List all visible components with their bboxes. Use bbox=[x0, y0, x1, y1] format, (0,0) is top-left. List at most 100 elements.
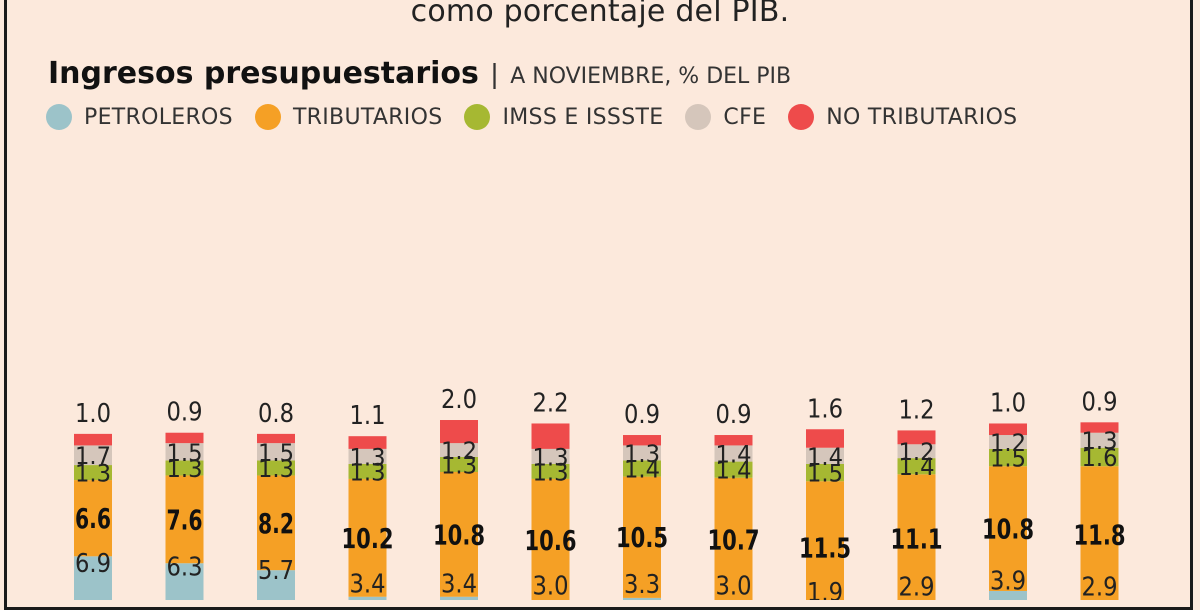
data-label-petroleros: 3.3 bbox=[624, 570, 660, 600]
bar-segment-petroleros bbox=[165, 563, 204, 600]
data-label-imss-issste: 1.3 bbox=[258, 455, 294, 483]
bar-segment-imss-issste bbox=[348, 463, 387, 479]
data-label-imss-issste: 1.4 bbox=[716, 457, 752, 485]
data-label-cfe: 1.5 bbox=[258, 439, 294, 467]
data-label-tributarios: 7.6 bbox=[167, 503, 203, 536]
bar-stack bbox=[257, 433, 295, 600]
data-label-no-tributarios: 0.8 bbox=[258, 399, 294, 429]
bar-segment-imss-issste bbox=[257, 460, 295, 476]
data-label-cfe: 1.3 bbox=[350, 443, 386, 471]
data-label-petroleros: 1.9 bbox=[807, 578, 843, 600]
bar-segment-tributarios bbox=[257, 475, 295, 571]
chart-subtitle: como porcentaje del PIB. bbox=[410, 0, 790, 29]
data-label-cfe: 1.3 bbox=[1082, 427, 1118, 455]
bar-stack bbox=[348, 436, 387, 600]
bar-segment-tributarios bbox=[989, 466, 1027, 591]
data-label-cfe: 1.7 bbox=[75, 442, 111, 470]
data-label-cfe: 1.2 bbox=[990, 429, 1026, 457]
data-label-imss-issste: 1.3 bbox=[167, 455, 203, 483]
data-label-petroleros: 3.4 bbox=[350, 569, 386, 599]
data-label-petroleros: 3.0 bbox=[716, 572, 752, 600]
bar-stack bbox=[74, 433, 112, 600]
bar-stack bbox=[440, 420, 478, 600]
legend-swatch-cfe bbox=[685, 104, 712, 130]
bar-segment-no-tributarios bbox=[74, 433, 112, 446]
legend-item-petroleros: PETROLEROS bbox=[46, 104, 233, 130]
bar-segment-cfe bbox=[806, 447, 844, 464]
bar-stack bbox=[897, 430, 936, 600]
data-label-tributarios: 11.5 bbox=[799, 532, 851, 565]
legend-swatch-no-tributarios bbox=[788, 104, 815, 130]
bar-segment-cfe bbox=[714, 445, 753, 462]
data-label-imss-issste: 1.4 bbox=[899, 453, 935, 481]
bar-segment-imss-issste bbox=[806, 463, 844, 482]
chart-title: Ingresos presupuestarios bbox=[48, 56, 479, 91]
legend-item-imss-issste: IMSS E ISSSTE bbox=[464, 104, 663, 130]
data-label-tributarios: 6.6 bbox=[75, 502, 111, 535]
data-label-cfe: 1.4 bbox=[807, 443, 843, 471]
legend-item-tributarios: TRIBUTARIOS bbox=[254, 104, 443, 130]
data-label-petroleros: 6.3 bbox=[167, 553, 203, 583]
data-label-no-tributarios: 1.0 bbox=[990, 388, 1026, 418]
bar-stack bbox=[165, 432, 204, 600]
data-label-cfe: 1.3 bbox=[533, 443, 569, 471]
data-label-tributarios: 11.8 bbox=[1074, 518, 1126, 551]
bar-segment-petroleros bbox=[989, 590, 1027, 600]
bar-segment-tributarios bbox=[348, 478, 387, 597]
data-label-no-tributarios: 1.1 bbox=[350, 401, 386, 431]
data-label-petroleros: 5.7 bbox=[258, 556, 294, 586]
legend-label-no-tributarios: NO TRIBUTARIOS bbox=[826, 104, 1018, 130]
bar-segment-tributarios bbox=[806, 481, 844, 600]
data-label-tributarios: 10.6 bbox=[525, 524, 577, 557]
data-label-cfe: 1.2 bbox=[441, 437, 477, 465]
bar-segment-no-tributarios bbox=[1080, 422, 1119, 433]
legend-swatch-petroleros bbox=[46, 104, 72, 130]
bar-segment-cfe bbox=[165, 443, 204, 461]
data-label-imss-issste: 1.5 bbox=[807, 460, 843, 488]
bar-segment-petroleros bbox=[74, 556, 112, 600]
bar-segment-no-tributarios bbox=[531, 423, 570, 449]
bar-segment-no-tributarios bbox=[989, 423, 1027, 436]
bar-stack bbox=[989, 423, 1027, 600]
legend-item-cfe: CFE bbox=[685, 104, 766, 130]
data-label-imss-issste: 1.3 bbox=[350, 458, 386, 486]
legend-label-imss-issste: IMSS E ISSSTE bbox=[502, 104, 664, 130]
bar-segment-cfe bbox=[897, 444, 936, 459]
data-label-cfe: 1.3 bbox=[624, 440, 660, 468]
data-label-imss-issste: 1.3 bbox=[75, 460, 111, 488]
data-label-imss-issste: 1.3 bbox=[533, 458, 569, 486]
data-label-cfe: 1.5 bbox=[167, 439, 203, 467]
data-label-no-tributarios: 0.9 bbox=[624, 400, 660, 430]
bar-segment-cfe bbox=[623, 445, 661, 461]
bar-segment-cfe bbox=[257, 443, 295, 461]
data-label-tributarios: 10.8 bbox=[433, 518, 485, 551]
data-label-petroleros: 2.9 bbox=[899, 572, 935, 600]
bar-segment-cfe bbox=[74, 445, 112, 466]
data-label-no-tributarios: 2.0 bbox=[441, 385, 477, 415]
bar-segment-imss-issste bbox=[623, 460, 661, 477]
data-label-cfe: 1.2 bbox=[899, 438, 935, 466]
bar-segment-tributarios bbox=[74, 480, 112, 557]
bar-segment-tributarios bbox=[1080, 466, 1119, 600]
bar-segment-cfe bbox=[531, 448, 570, 464]
data-label-petroleros: 3.4 bbox=[441, 569, 477, 599]
bar-segment-no-tributarios bbox=[257, 433, 295, 444]
legend-item-no-tributarios: NO TRIBUTARIOS bbox=[788, 104, 1017, 130]
data-label-tributarios: 11.1 bbox=[891, 522, 943, 555]
bar-segment-tributarios bbox=[531, 478, 570, 600]
bar-segment-no-tributarios bbox=[165, 432, 204, 444]
data-label-tributarios: 10.7 bbox=[708, 524, 760, 557]
data-label-imss-issste: 1.4 bbox=[624, 456, 660, 484]
legend-swatch-imss-issste bbox=[464, 104, 491, 130]
data-label-tributarios: 10.2 bbox=[342, 522, 394, 555]
data-label-petroleros: 3.0 bbox=[533, 572, 569, 600]
bar-segment-tributarios bbox=[897, 474, 936, 600]
bar-segment-tributarios bbox=[165, 475, 204, 564]
bar-segment-tributarios bbox=[440, 471, 478, 597]
chart-unit: A NOVIEMBRE, % DEL PIB bbox=[510, 64, 792, 89]
bar-segment-no-tributarios bbox=[348, 436, 387, 449]
data-label-cfe: 1.4 bbox=[716, 441, 752, 469]
bar-segment-petroleros bbox=[348, 596, 387, 600]
bar-segment-no-tributarios bbox=[440, 420, 478, 444]
